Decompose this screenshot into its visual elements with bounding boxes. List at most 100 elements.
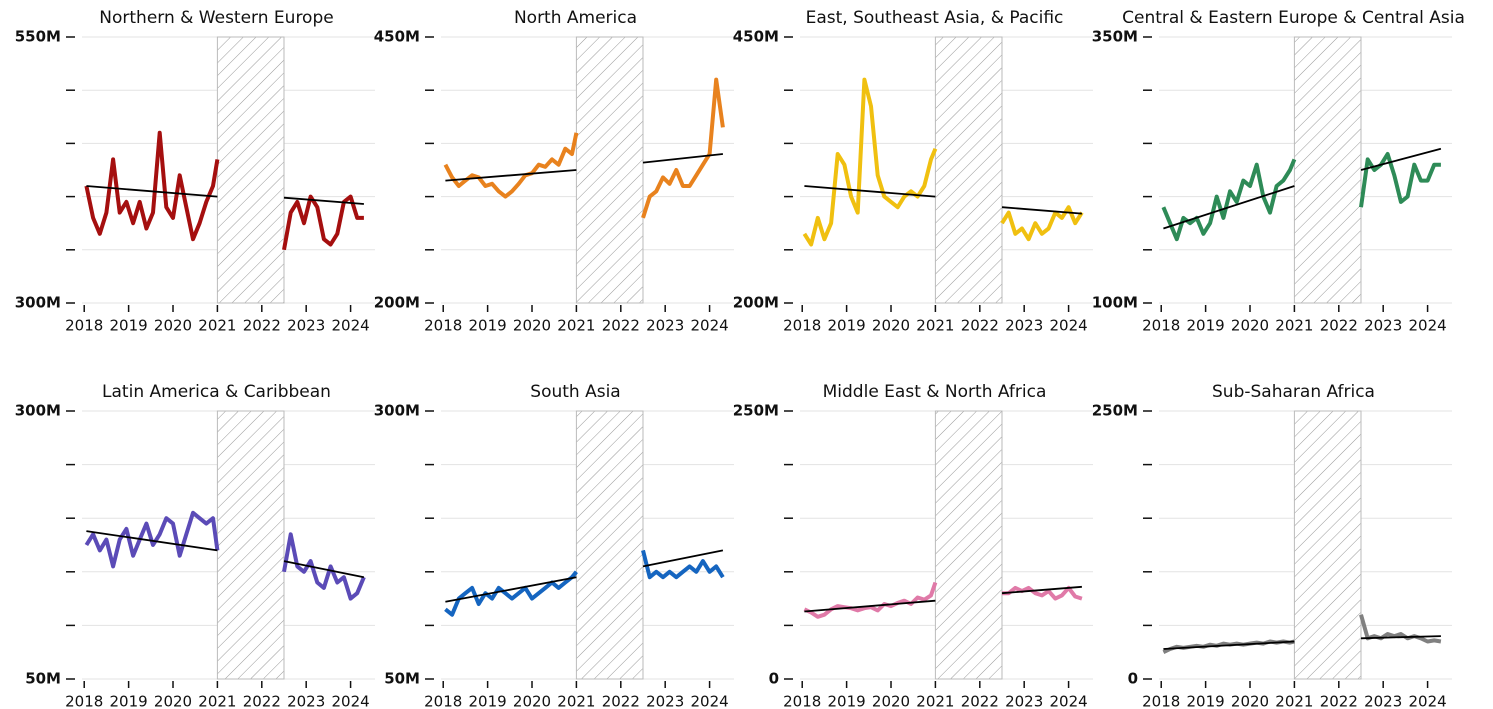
data-line xyxy=(444,570,578,617)
x-tick-label: 2021 xyxy=(916,693,954,709)
chart-title: East, Southeast Asia, & Pacific xyxy=(806,8,1064,28)
x-tick-label: 2021 xyxy=(198,693,236,709)
x-tick-label: 2022 xyxy=(243,317,281,335)
y-tick-label: 450M xyxy=(374,28,420,46)
trend-line xyxy=(1360,635,1441,640)
x-tick-label: 2022 xyxy=(602,317,640,335)
y-tick-label: 450M xyxy=(733,28,779,46)
x-tick-label: 2018 xyxy=(1142,693,1180,709)
y-tick-label: 300M xyxy=(15,402,61,420)
x-tick-label: 2021 xyxy=(916,317,954,335)
x-tick-label: 2019 xyxy=(110,693,148,709)
x-tick-label: 2021 xyxy=(557,693,595,709)
x-tick-label: 2022 xyxy=(243,693,281,709)
x-tick-label: 2024 xyxy=(1049,693,1087,709)
x-tick-label: 2024 xyxy=(690,693,728,709)
trend-line xyxy=(86,185,218,198)
trend-line xyxy=(642,549,724,568)
x-tick-label: 2018 xyxy=(65,317,103,335)
x-tick-label: 2019 xyxy=(1187,693,1225,709)
gap-region xyxy=(1293,36,1362,304)
y-tick-label: 0 xyxy=(769,670,779,688)
x-tick-label: 2020 xyxy=(154,693,192,709)
trend-line xyxy=(1001,206,1082,215)
x-tick-label: 2024 xyxy=(1408,317,1446,335)
x-tick-label: 2020 xyxy=(513,693,551,709)
data-line xyxy=(84,130,220,242)
x-tick-label: 2018 xyxy=(783,317,821,335)
gap-region xyxy=(1293,410,1362,680)
gap-region xyxy=(934,36,1003,304)
x-tick-label: 2020 xyxy=(1231,317,1269,335)
gap-region xyxy=(934,410,1003,680)
chart-title: Middle East & North Africa xyxy=(823,382,1047,402)
x-tick-label: 2020 xyxy=(872,317,910,335)
chart-title: Central & Eastern Europe & Central Asia xyxy=(1122,8,1465,28)
x-tick-label: 2020 xyxy=(872,693,910,709)
chart-title: Latin America & Caribbean xyxy=(102,382,331,402)
x-tick-label: 2021 xyxy=(1275,693,1313,709)
chart-title: North America xyxy=(514,8,637,28)
x-tick-label: 2019 xyxy=(469,693,507,709)
x-tick-label: 2023 xyxy=(1005,693,1043,709)
data-line xyxy=(641,77,725,219)
x-tick-label: 2021 xyxy=(557,317,595,335)
x-tick-label: 2019 xyxy=(828,693,866,709)
trend-line xyxy=(445,576,577,603)
y-tick-label: 550M xyxy=(15,28,61,46)
x-tick-label: 2019 xyxy=(469,317,507,335)
data-line xyxy=(1000,205,1084,242)
chart-title: Sub-Saharan Africa xyxy=(1212,382,1375,402)
x-tick-label: 2019 xyxy=(1187,317,1225,335)
gap-region xyxy=(575,410,644,680)
x-tick-label: 2023 xyxy=(287,317,325,335)
data-line xyxy=(443,132,579,199)
x-tick-label: 2024 xyxy=(1049,317,1087,335)
data-line xyxy=(1161,158,1297,242)
data-line xyxy=(641,549,725,580)
x-tick-label: 2022 xyxy=(961,693,999,709)
chart-title: Northern & Western Europe xyxy=(99,8,333,28)
x-tick-label: 2022 xyxy=(1320,693,1358,709)
y-tick-label: 200M xyxy=(374,294,420,312)
trend-line xyxy=(804,185,936,198)
data-line xyxy=(282,532,366,601)
y-tick-label: 50M xyxy=(25,670,61,688)
x-tick-label: 2024 xyxy=(1408,693,1446,709)
trend-line xyxy=(804,599,936,613)
gap-region xyxy=(216,410,285,680)
x-tick-label: 2024 xyxy=(331,693,369,709)
x-tick-label: 2022 xyxy=(1320,317,1358,335)
trend-line xyxy=(642,153,723,164)
x-tick-label: 2020 xyxy=(154,317,192,335)
data-line xyxy=(1359,614,1442,644)
trend-line xyxy=(1163,185,1295,230)
gap-region xyxy=(575,36,644,304)
y-tick-label: 250M xyxy=(1092,402,1138,420)
trend-line xyxy=(1001,585,1082,595)
x-tick-label: 2022 xyxy=(961,317,999,335)
trend-line xyxy=(86,530,218,552)
x-tick-label: 2019 xyxy=(828,317,866,335)
trend-line xyxy=(1360,147,1442,171)
y-tick-label: 0 xyxy=(1128,670,1138,688)
data-line xyxy=(84,510,220,569)
x-tick-label: 2023 xyxy=(1364,693,1402,709)
y-tick-label: 350M xyxy=(1092,28,1138,46)
x-tick-label: 2018 xyxy=(783,693,821,709)
trend-line xyxy=(283,196,364,205)
y-tick-label: 100M xyxy=(1092,294,1138,312)
x-tick-label: 2021 xyxy=(1275,317,1313,335)
x-tick-label: 2018 xyxy=(65,693,103,709)
trend-line xyxy=(283,560,365,579)
y-tick-label: 200M xyxy=(733,294,779,312)
x-tick-label: 2023 xyxy=(646,317,684,335)
x-tick-label: 2024 xyxy=(331,317,369,335)
x-tick-label: 2021 xyxy=(198,317,236,335)
x-tick-label: 2018 xyxy=(1142,317,1180,335)
x-tick-label: 2018 xyxy=(424,317,462,335)
trend-line xyxy=(1163,640,1295,650)
x-tick-label: 2023 xyxy=(646,693,684,709)
data-line xyxy=(803,581,938,619)
